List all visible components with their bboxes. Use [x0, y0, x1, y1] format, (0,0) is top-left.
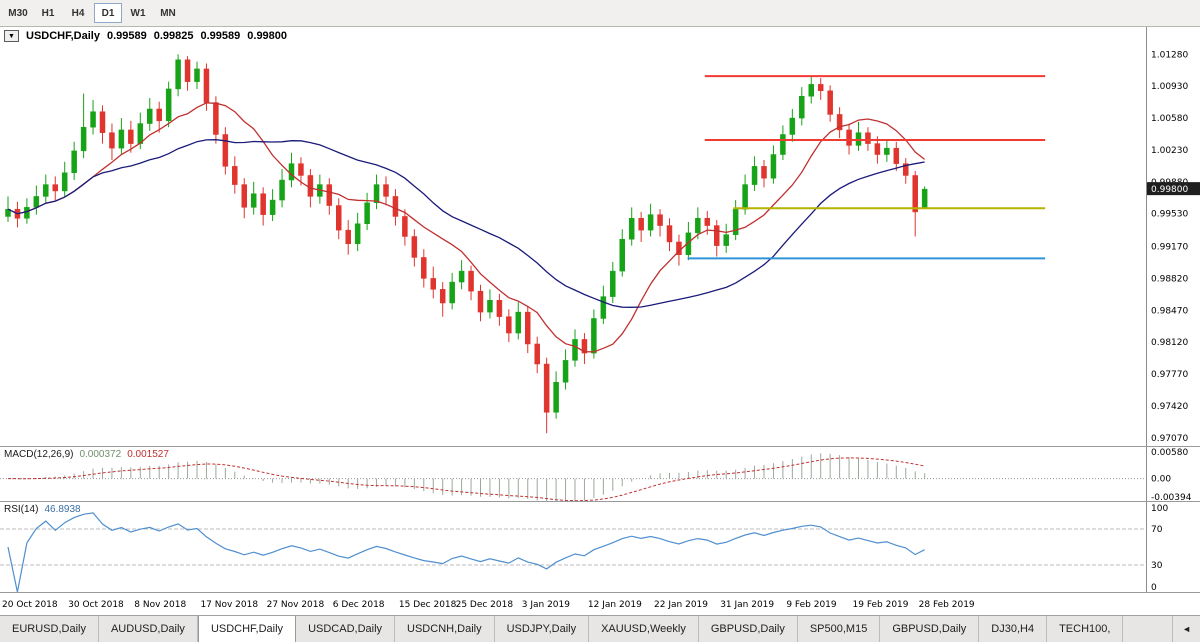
ma-slow-line	[7, 139, 925, 308]
high-value: 0.99825	[153, 30, 194, 42]
svg-text:0: 0	[1151, 583, 1157, 592]
svg-text:0.97070: 0.97070	[1151, 434, 1188, 444]
svg-text:1.01280: 1.01280	[1151, 50, 1188, 60]
time-axis-labels: 20 Oct 2018 30 Oct 2018 8 Nov 2018 17 Nov 2…	[2, 600, 975, 610]
svg-text:3 Jan 2019: 3 Jan 2019	[522, 600, 570, 610]
period-button-w1[interactable]: W1	[130, 7, 146, 19]
svg-text:0.97420: 0.97420	[1151, 402, 1188, 412]
svg-text:0.98820: 0.98820	[1151, 274, 1188, 284]
period-button-group: M30 H1 H4 D1 W1 MN	[4, 3, 182, 23]
svg-text:15 Dec 2018: 15 Dec 2018	[399, 600, 457, 610]
rsi-line	[7, 512, 925, 592]
svg-text:100: 100	[1151, 504, 1168, 514]
price-chart-pane: 1.012801.009301.005801.002300.998800.995…	[0, 27, 1200, 447]
chart-tab-eurusd-daily[interactable]: EURUSD,Daily	[0, 616, 99, 642]
macd-value: 0.000372	[79, 449, 122, 460]
svg-text:70: 70	[1151, 525, 1163, 535]
chart-tab-dj30-h4[interactable]: DJ30,H4	[979, 616, 1048, 642]
chart-tab-gbpusd-daily[interactable]: GBPUSD,Daily	[880, 616, 980, 642]
period-button-d1[interactable]: D1	[94, 3, 122, 23]
chart-tab-gbpusd-daily[interactable]: GBPUSD,Daily	[698, 616, 798, 642]
svg-text:25 Dec 2018: 25 Dec 2018	[456, 600, 514, 610]
svg-text:12 Jan 2019: 12 Jan 2019	[588, 600, 642, 610]
svg-text:0.99530: 0.99530	[1151, 210, 1188, 220]
svg-text:0.00: 0.00	[1151, 475, 1171, 485]
chart-tab-usdcnh-daily[interactable]: USDCNH,Daily	[395, 616, 495, 642]
ma-fast-line	[7, 102, 926, 353]
macd-signal-line	[7, 457, 925, 501]
svg-text:28 Feb 2019: 28 Feb 2019	[919, 600, 975, 610]
low-value: 0.99589	[200, 30, 241, 42]
svg-text:1.00230: 1.00230	[1151, 146, 1188, 156]
svg-text:6 Dec 2018: 6 Dec 2018	[333, 600, 385, 610]
svg-text:-0.00394: -0.00394	[1151, 493, 1192, 501]
chart-tab-audusd-daily[interactable]: AUDUSD,Daily	[98, 616, 198, 642]
rsi-header: RSI(14) 46.8938	[4, 504, 81, 515]
close-value: 0.99800	[247, 30, 288, 42]
macd-indicator-pane: 0.00580 0.00 -0.00394 MACD(12,26,9) 0.0003…	[0, 447, 1200, 502]
period-button-m30[interactable]: M30	[8, 7, 28, 19]
candlestick-chart[interactable]: 1.012801.009301.005801.002300.998800.995…	[0, 27, 1200, 446]
svg-text:31 Jan 2019: 31 Jan 2019	[720, 600, 774, 610]
time-axis: 20 Oct 2018 30 Oct 2018 8 Nov 2018 17 Nov 2…	[0, 593, 1200, 615]
current-price-label: 0.99800	[1151, 185, 1188, 195]
open-value: 0.99589	[106, 30, 147, 42]
svg-text:19 Feb 2019: 19 Feb 2019	[853, 600, 909, 610]
tab-scroll-left-button[interactable]: ◄	[1172, 616, 1200, 642]
rsi-value: 46.8938	[44, 504, 81, 515]
chart-tab-usdjpy-daily[interactable]: USDJPY,Daily	[494, 616, 590, 642]
candles-layer	[5, 54, 928, 434]
timeframe-toolbar: M30 H1 H4 D1 W1 MN	[0, 0, 1200, 27]
symbol-label: USDCHF,Daily	[26, 30, 100, 42]
svg-text:0.00580: 0.00580	[1151, 448, 1188, 458]
svg-text:0.97770: 0.97770	[1151, 370, 1188, 380]
svg-text:0.99170: 0.99170	[1151, 243, 1188, 253]
svg-text:30 Oct 2018: 30 Oct 2018	[68, 600, 124, 610]
chart-header: ▼ USDCHF,Daily 0.99589 0.99825 0.99589 0…	[4, 30, 287, 42]
svg-text:8 Nov 2018: 8 Nov 2018	[134, 600, 186, 610]
svg-text:1.00580: 1.00580	[1151, 114, 1188, 124]
collapse-indicator-button[interactable]: ▼	[4, 30, 19, 42]
rsi-chart[interactable]: 100 70 30 0	[0, 502, 1200, 592]
chart-tab-bar: EURUSD,Daily AUDUSD,Daily USDCHF,Daily USDC…	[0, 615, 1200, 642]
chevron-down-icon: ▼	[8, 32, 15, 40]
macd-signal-value: 0.001527	[127, 449, 169, 460]
chart-tab-usdchf-daily[interactable]: USDCHF,Daily	[197, 616, 297, 642]
svg-text:22 Jan 2019: 22 Jan 2019	[654, 600, 708, 610]
svg-text:9 Feb 2019: 9 Feb 2019	[786, 600, 837, 610]
period-button-h4[interactable]: H4	[71, 7, 85, 19]
macd-histogram	[16, 453, 926, 501]
period-button-mn[interactable]: MN	[160, 7, 176, 19]
chart-tab-tech100-[interactable]: TECH100,	[1047, 616, 1124, 642]
macd-header: MACD(12,26,9) 0.000372 0.001527	[4, 449, 169, 460]
rsi-label: RSI(14)	[4, 504, 39, 515]
period-button-h1[interactable]: H1	[41, 7, 55, 19]
chart-tabs: EURUSD,Daily AUDUSD,Daily USDCHF,Daily USDC…	[0, 616, 1172, 642]
chart-tab-sp500-m15[interactable]: SP500,M15	[797, 616, 881, 642]
macd-label: MACD(12,26,9)	[4, 449, 74, 460]
macd-chart[interactable]: 0.00580 0.00 -0.00394	[0, 447, 1200, 501]
svg-text:0.98120: 0.98120	[1151, 338, 1188, 348]
svg-text:17 Nov 2018: 17 Nov 2018	[200, 600, 258, 610]
chart-tab-xauusd-weekly[interactable]: XAUUSD,Weekly	[589, 616, 699, 642]
chart-tab-usdcad-daily[interactable]: USDCAD,Daily	[296, 616, 396, 642]
svg-text:1.00930: 1.00930	[1151, 82, 1188, 92]
svg-text:30: 30	[1151, 561, 1163, 571]
svg-text:20 Oct 2018: 20 Oct 2018	[2, 600, 58, 610]
current-price-badge	[1147, 182, 1200, 196]
svg-text:0.98470: 0.98470	[1151, 306, 1188, 316]
svg-text:27 Nov 2018: 27 Nov 2018	[267, 600, 325, 610]
rsi-indicator-pane: 100 70 30 0 RSI(14) 46.8938	[0, 502, 1200, 593]
